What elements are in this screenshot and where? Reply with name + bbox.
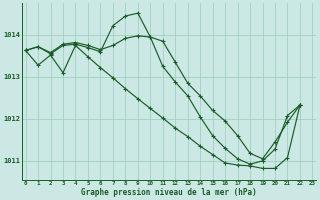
X-axis label: Graphe pression niveau de la mer (hPa): Graphe pression niveau de la mer (hPa) [81,188,257,197]
